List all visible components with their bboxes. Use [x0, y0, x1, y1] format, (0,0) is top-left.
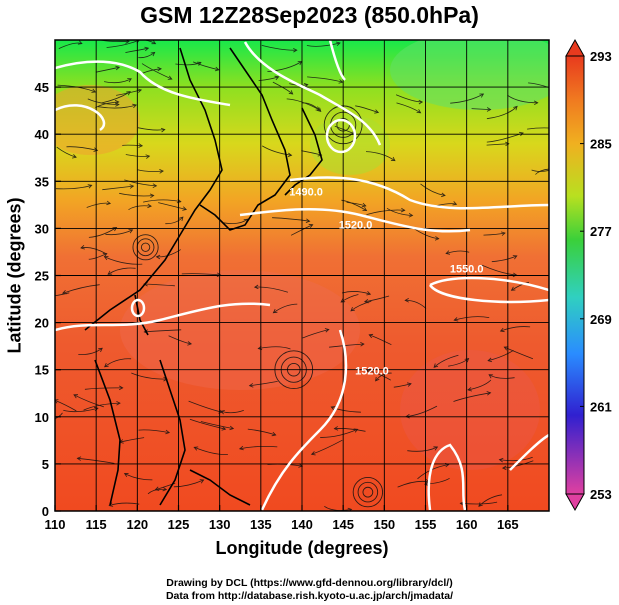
- contour-label: 1520.0: [355, 365, 389, 377]
- y-tick-label: 0: [42, 504, 49, 519]
- y-tick-label: 30: [35, 221, 49, 236]
- colorbar-tick-label: 253: [590, 487, 612, 502]
- coastlines: [84, 47, 323, 506]
- contour-label: 1550.0: [450, 264, 484, 276]
- x-axis-label: Longitude (degrees): [215, 538, 389, 558]
- x-tick-label: 115: [86, 517, 107, 532]
- contour-label: 1490.0: [289, 186, 323, 198]
- colorbar-top-arrow: [565, 38, 585, 57]
- colorbar-tick-label: 293: [590, 49, 612, 64]
- colorbar-tick-label: 285: [590, 137, 612, 152]
- x-tick-label: 140: [291, 517, 313, 532]
- y-tick-label: 20: [35, 316, 49, 331]
- x-tick-label: 155: [415, 517, 437, 532]
- figure-title: GSM 12Z28Sep2023 (850.0hPa): [140, 2, 479, 28]
- x-axis-ticks: 110 115 120 125 130 135 140 145 150 155 160 165: [45, 505, 519, 532]
- y-axis-ticks: 0 5 10 15 20 25 30 35 40 45: [35, 80, 61, 519]
- y-tick-label: 40: [35, 127, 49, 142]
- colorbar-tick-label: 269: [590, 312, 612, 327]
- x-tick-label: 130: [209, 517, 231, 532]
- y-tick-label: 35: [35, 174, 49, 189]
- colorbar-bottom-arrow: [565, 493, 585, 512]
- y-tick-label: 45: [35, 80, 49, 95]
- y-tick-label: 25: [35, 269, 49, 284]
- y-axis-label: Latitude (degrees): [4, 197, 25, 354]
- y-tick-label: 15: [35, 363, 49, 378]
- y-tick-label: 10: [35, 410, 49, 425]
- contour-labels: 1490.0 1520.0 1550.0 1520.0: [289, 186, 483, 377]
- credit-line-1: Drawing by DCL (https://www.gfd-dennou.o…: [166, 577, 453, 589]
- x-tick-label: 135: [250, 517, 272, 532]
- contour-label: 1520.0: [339, 219, 373, 231]
- geopotential-contours: [55, 40, 549, 511]
- x-tick-label: 150: [373, 517, 395, 532]
- credit-line-2: Data from http://database.rish.kyoto-u.a…: [165, 590, 454, 602]
- x-tick-label: 165: [497, 517, 519, 532]
- x-tick-label: 145: [332, 517, 354, 532]
- x-tick-label: 125: [168, 517, 190, 532]
- x-tick-label: 160: [456, 517, 478, 532]
- colorbar-tick-label: 277: [590, 224, 612, 239]
- colorbar: 293 285 277 269 261 253: [565, 38, 612, 512]
- x-tick-label: 120: [126, 517, 148, 532]
- lat-lon-grid: [55, 40, 549, 511]
- y-tick-label: 5: [42, 457, 49, 472]
- colorbar-tick-label: 261: [590, 399, 612, 414]
- x-tick-label: 110: [45, 517, 66, 532]
